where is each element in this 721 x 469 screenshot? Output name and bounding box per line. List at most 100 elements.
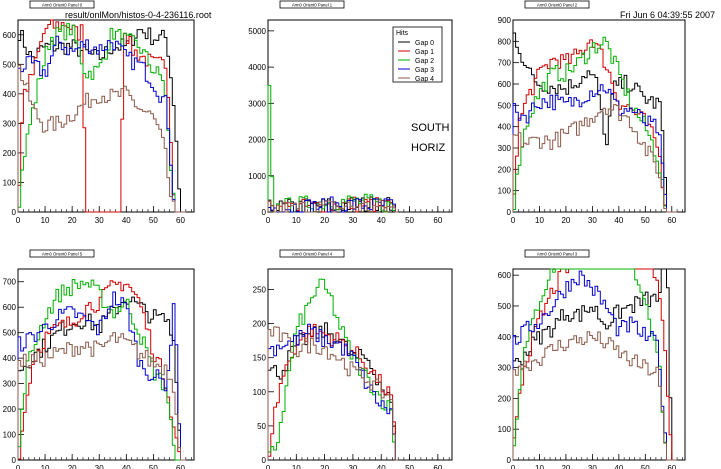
histogram-gap-0 xyxy=(17,27,186,213)
x-tick-label: 60 xyxy=(176,216,185,225)
x-tick-label: 60 xyxy=(433,216,442,225)
plot-frame xyxy=(267,268,453,461)
histogram-gap-4 xyxy=(17,64,186,213)
histogram-gap-4 xyxy=(17,332,186,461)
x-tick-label: 60 xyxy=(433,464,442,469)
y-tick-label: 5000 xyxy=(248,27,266,36)
panel-title: Arm0 Orient0 Panel 4 xyxy=(292,252,333,257)
legend-title: Hits xyxy=(396,30,409,37)
x-tick-label: 60 xyxy=(667,464,676,469)
y-tick-label: 100 xyxy=(3,431,17,440)
x-tick-label: 40 xyxy=(122,216,131,225)
y-tick-label: 500 xyxy=(498,101,512,110)
x-tick-label: 20 xyxy=(561,216,570,225)
x-tick-label: 20 xyxy=(561,464,570,469)
y-tick-label: 800 xyxy=(498,37,512,46)
histogram-gap-0 xyxy=(512,268,678,461)
panel-title-box xyxy=(524,249,590,258)
panel-title-box xyxy=(279,0,345,9)
x-tick-label: 20 xyxy=(320,464,329,469)
y-tick-label: 0 xyxy=(12,456,17,465)
y-tick-label: 0 xyxy=(262,208,267,217)
y-tick-label: 600 xyxy=(3,31,17,40)
histogram-gap-2 xyxy=(267,84,399,213)
y-tick-label: 150 xyxy=(253,354,267,363)
x-tick-label: 50 xyxy=(641,216,650,225)
x-tick-label: 0 xyxy=(16,464,21,469)
y-tick-label: 700 xyxy=(498,59,512,68)
x-tick-label: 30 xyxy=(348,464,357,469)
x-tick-label: 0 xyxy=(511,216,516,225)
y-tick-label: 600 xyxy=(498,271,512,280)
histogram-gap-2 xyxy=(512,36,678,213)
legend-entry: Gap 4 xyxy=(415,76,434,83)
y-tick-label: 4000 xyxy=(248,63,266,72)
y-tick-label: 600 xyxy=(3,303,17,312)
x-tick-label: 40 xyxy=(614,216,623,225)
y-tick-label: 300 xyxy=(3,119,17,128)
x-tick-label: 50 xyxy=(405,464,414,469)
x-tick-label: 50 xyxy=(149,464,158,469)
histogram-gap-3 xyxy=(267,323,399,461)
plot-frame xyxy=(17,19,195,213)
x-tick-label: 10 xyxy=(41,216,50,225)
y-tick-label: 500 xyxy=(3,329,17,338)
x-tick-label: 30 xyxy=(588,216,597,225)
y-tick-label: 0 xyxy=(262,456,267,465)
y-tick-label: 200 xyxy=(3,149,17,158)
y-tick-label: 900 xyxy=(498,16,512,25)
y-tick-label: 200 xyxy=(253,320,267,329)
y-tick-label: 1000 xyxy=(248,172,266,181)
x-tick-label: 60 xyxy=(667,216,676,225)
panel-title: Arm0 Orient0 Panel 0 xyxy=(42,3,83,8)
histogram-gap-0 xyxy=(512,32,678,213)
legend-entry: Gap 1 xyxy=(415,49,434,56)
panel-title: Arm0 Orient0 Panel 3 xyxy=(537,252,578,257)
y-tick-label: 3000 xyxy=(248,99,266,108)
y-tick-label: 50 xyxy=(257,422,266,431)
x-tick-label: 0 xyxy=(266,464,271,469)
histogram-gap-3 xyxy=(512,270,678,461)
panel-title-box xyxy=(524,0,590,9)
y-tick-label: 0 xyxy=(507,208,512,217)
date-header: Fri Jun 6 04:39:55 2007 xyxy=(620,10,716,20)
y-tick-label: 200 xyxy=(3,405,17,414)
legend-entry: Gap 3 xyxy=(415,67,434,74)
panel-title: Arm0 Orient0 Panel 1 xyxy=(292,3,333,8)
x-tick-label: 50 xyxy=(641,464,650,469)
y-tick-label: 100 xyxy=(3,178,17,187)
histogram-gap-4 xyxy=(512,331,678,461)
y-tick-label: 600 xyxy=(498,80,512,89)
annotation-horiz: HORIZ xyxy=(411,142,446,154)
legend-entry: Gap 2 xyxy=(415,58,434,65)
y-tick-label: 300 xyxy=(3,380,17,389)
plot-frame xyxy=(512,19,686,213)
x-tick-label: 40 xyxy=(377,464,386,469)
legend-entry: Gap 0 xyxy=(415,40,434,47)
y-tick-label: 100 xyxy=(253,388,267,397)
x-tick-label: 20 xyxy=(68,216,77,225)
x-tick-label: 40 xyxy=(614,464,623,469)
y-tick-label: 400 xyxy=(498,333,512,342)
panel-title-box xyxy=(279,249,345,258)
x-tick-label: 40 xyxy=(122,464,131,469)
histogram-gap-3 xyxy=(512,84,678,213)
x-tick-label: 20 xyxy=(68,464,77,469)
x-tick-label: 10 xyxy=(535,216,544,225)
x-tick-label: 0 xyxy=(266,216,271,225)
y-tick-label: 400 xyxy=(498,123,512,132)
y-tick-label: 500 xyxy=(3,60,17,69)
y-tick-label: 0 xyxy=(12,208,17,217)
histogram-gap-2 xyxy=(512,268,678,461)
x-tick-label: 10 xyxy=(292,216,301,225)
y-tick-label: 300 xyxy=(498,144,512,153)
histogram-gap-1 xyxy=(17,19,186,213)
histogram-gap-4 xyxy=(512,104,678,213)
y-tick-label: 100 xyxy=(498,425,512,434)
y-tick-label: 500 xyxy=(498,302,512,311)
histogram-gap-0 xyxy=(267,322,399,461)
x-tick-label: 10 xyxy=(292,464,301,469)
annotation-south: SOUTH xyxy=(411,122,450,134)
x-tick-label: 10 xyxy=(535,464,544,469)
